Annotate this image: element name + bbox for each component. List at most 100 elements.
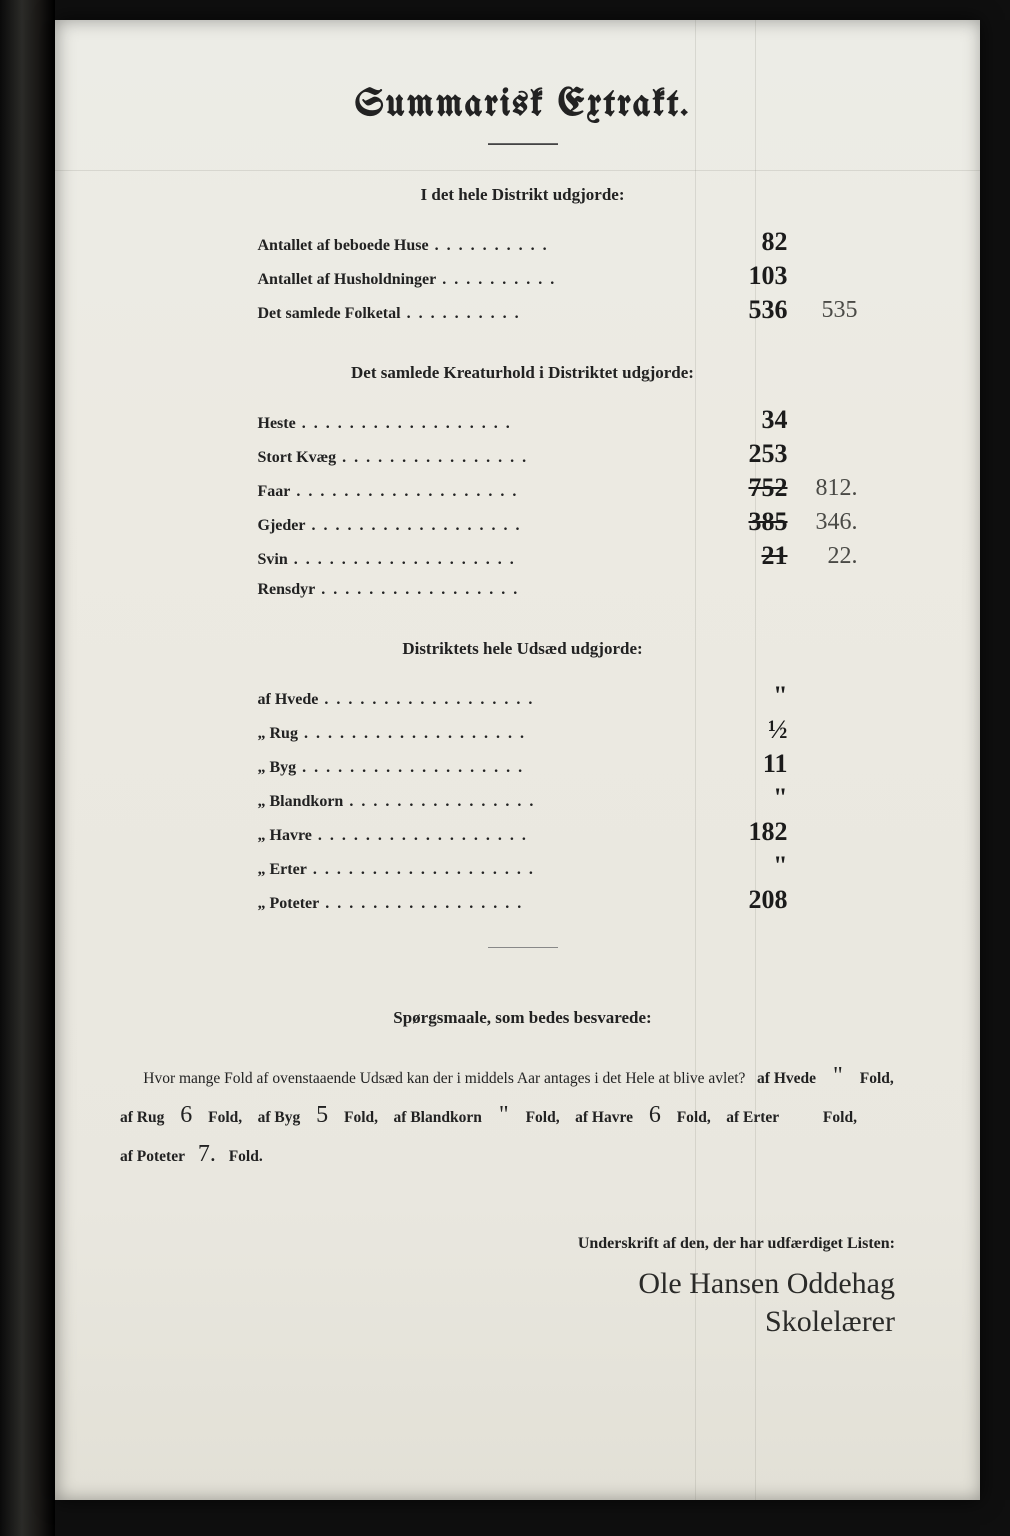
row-poteter: „ Poteter ................. 208: [258, 885, 788, 919]
section2-heading: Det samlede Kreaturhold i Distriktet udg…: [120, 363, 925, 383]
leader-dots: ...................: [296, 753, 727, 783]
row-label: Det samlede Folketal: [258, 299, 401, 329]
row-value: 536: [728, 295, 788, 325]
row-huse: Antallet af beboede Huse .......... 82: [258, 227, 788, 261]
row-value-struck: 21: [728, 541, 788, 571]
q-label: af Hvede: [757, 1070, 816, 1087]
q-label: af Byg: [258, 1109, 301, 1126]
row-erter: „ Erter ................... ": [258, 851, 788, 885]
row-byg: „ Byg ................... 11: [258, 749, 788, 783]
row-label: Heste: [258, 409, 296, 439]
row-value-alt: 346.: [816, 507, 858, 537]
row-value-struck: 385: [728, 507, 788, 537]
row-label: Stort Kvæg: [258, 443, 337, 473]
signature-block: Underskrift af den, der har udfærdiget L…: [120, 1235, 925, 1341]
row-rensdyr: Rensdyr .................: [258, 575, 788, 605]
leader-dots: ...................: [288, 545, 728, 575]
q-value: 7.: [189, 1136, 225, 1172]
row-label: af Hvede: [258, 685, 319, 715]
question-block: Spørgsmaale, som bedes besvarede: Hvor m…: [120, 1008, 925, 1175]
q-suffix: Fold,: [860, 1070, 894, 1087]
q-label: af Poteter: [120, 1148, 185, 1165]
question-text: Hvor mange Fold af ovenstaaende Udsæd ka…: [120, 1058, 925, 1175]
row-label: Svin: [258, 545, 288, 575]
leader-dots: .................: [315, 575, 727, 605]
leader-dots: ..................: [305, 511, 727, 541]
q-value: ": [486, 1097, 522, 1133]
row-value-alt: 22.: [828, 541, 858, 571]
leader-dots: ...................: [307, 855, 728, 885]
q-label: af Erter: [726, 1109, 779, 1126]
page-title: Summarisk Extrakt.: [120, 85, 925, 125]
q-value: 6: [637, 1097, 673, 1133]
section-divider: [488, 947, 558, 948]
row-value: 34: [728, 405, 788, 435]
section1-block: Antallet af beboede Huse .......... 82 A…: [258, 227, 788, 329]
row-value: 103: [728, 261, 788, 291]
document-page: Summarisk Extrakt. I det hele Distrikt u…: [55, 20, 980, 1500]
row-kvaeg: Stort Kvæg ................ 253: [258, 439, 788, 473]
signature-line1: Ole Hansen Oddehag: [120, 1265, 895, 1303]
row-value: 182: [728, 817, 788, 847]
row-value-alt: 812.: [816, 473, 858, 503]
signature-label: Underskrift af den, der har udfærdiget L…: [120, 1235, 895, 1253]
q-suffix: Fold,: [677, 1109, 711, 1126]
leader-dots: ................: [336, 443, 727, 473]
row-label: Faar: [258, 477, 291, 507]
row-husholdninger: Antallet af Husholdninger .......... 103: [258, 261, 788, 295]
row-value: ½: [728, 715, 788, 745]
row-value: 11: [728, 749, 788, 779]
row-value: ": [728, 681, 788, 711]
row-label: „ Blandkorn: [258, 787, 344, 817]
leader-dots: ..........: [401, 299, 728, 329]
leader-dots: ..........: [429, 231, 728, 261]
leader-dots: ..........: [436, 265, 727, 295]
row-label: Rensdyr: [258, 575, 316, 605]
row-value: 253: [728, 439, 788, 469]
section1-heading: I det hele Distrikt udgjorde:: [120, 185, 925, 205]
q-label: af Rug: [120, 1109, 164, 1126]
row-label: „ Erter: [258, 855, 307, 885]
row-havre: „ Havre .................. 182: [258, 817, 788, 851]
q-value: 6: [168, 1097, 204, 1133]
leader-dots: ...................: [290, 477, 727, 507]
leader-dots: ..................: [296, 409, 728, 439]
leader-dots: ..................: [318, 685, 727, 715]
row-value: 208: [728, 885, 788, 915]
signature-line2: Skolelærer: [120, 1303, 895, 1341]
row-value: 82: [728, 227, 788, 257]
question-heading: Spørgsmaale, som bedes besvarede:: [120, 1008, 925, 1028]
row-blandkorn: „ Blandkorn ................ ": [258, 783, 788, 817]
leader-dots: .................: [319, 889, 727, 919]
row-svin: Svin ................... 21 22.: [258, 541, 788, 575]
row-label: Antallet af Husholdninger: [258, 265, 437, 295]
q-value: ": [820, 1058, 856, 1094]
row-label: „ Rug: [258, 719, 298, 749]
row-rug: „ Rug ................... ½: [258, 715, 788, 749]
row-value: ": [728, 851, 788, 881]
question-lead: Hvor mange Fold af ovenstaaende Udsæd ka…: [143, 1070, 745, 1087]
q-suffix: Fold,: [208, 1109, 242, 1126]
rule-line: [55, 170, 980, 171]
q-suffix: Fold,: [344, 1109, 378, 1126]
book-binding: [0, 0, 55, 1536]
q-label: af Blandkorn: [394, 1109, 482, 1126]
row-folketal: Det samlede Folketal .......... 536 535: [258, 295, 788, 329]
row-value: ": [728, 783, 788, 813]
page-frame: Summarisk Extrakt. I det hele Distrikt u…: [0, 0, 1010, 1536]
row-label: „ Havre: [258, 821, 312, 851]
row-gjeder: Gjeder .................. 385 346.: [258, 507, 788, 541]
row-faar: Faar ................... 752 812.: [258, 473, 788, 507]
row-heste: Heste .................. 34: [258, 405, 788, 439]
row-hvede: af Hvede .................. ": [258, 681, 788, 715]
row-label: „ Poteter: [258, 889, 320, 919]
row-label: Antallet af beboede Huse: [258, 231, 429, 261]
row-value-alt: 535: [822, 295, 858, 325]
leader-dots: ................: [343, 787, 727, 817]
q-suffix: Fold.: [229, 1148, 263, 1165]
section2-block: Heste .................. 34 Stort Kvæg .…: [258, 405, 788, 605]
section3-heading: Distriktets hele Udsæd udgjorde:: [120, 639, 925, 659]
title-underline: [488, 143, 558, 145]
row-label: Gjeder: [258, 511, 306, 541]
leader-dots: ...................: [298, 719, 728, 749]
